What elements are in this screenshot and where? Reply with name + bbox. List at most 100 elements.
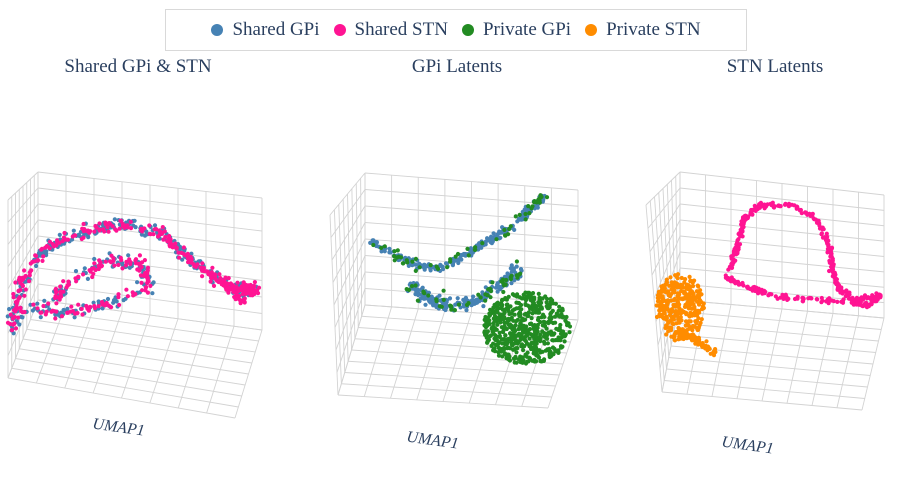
- point: [212, 273, 218, 278]
- point: [441, 288, 446, 293]
- point: [379, 249, 384, 254]
- point: [667, 312, 673, 318]
- point: [697, 339, 702, 344]
- point: [499, 312, 504, 317]
- grid-line: [666, 368, 868, 388]
- point: [417, 265, 422, 270]
- point: [674, 321, 679, 326]
- grid-line: [661, 391, 863, 411]
- grid-line: [7, 299, 39, 379]
- legend-item-shared-stn[interactable]: Shared STN: [333, 19, 448, 41]
- point: [414, 288, 419, 294]
- grid-line: [337, 304, 366, 396]
- point: [520, 327, 526, 332]
- point: [683, 323, 688, 328]
- grid-line: [149, 318, 179, 404]
- point: [18, 305, 23, 310]
- point: [231, 289, 236, 294]
- grid-line: [15, 358, 242, 397]
- point: [741, 221, 746, 226]
- point: [441, 297, 446, 302]
- legend-item-private-stn[interactable]: Private STN: [585, 19, 701, 41]
- point: [40, 258, 45, 263]
- point: [11, 308, 17, 313]
- point: [735, 249, 740, 254]
- point: [466, 253, 471, 258]
- point: [669, 307, 675, 312]
- point: [144, 229, 149, 234]
- legend-item-private-gpi[interactable]: Private GPi: [461, 19, 571, 41]
- point: [675, 272, 681, 277]
- grid-line: [351, 188, 356, 339]
- point: [20, 283, 25, 289]
- point: [445, 265, 450, 270]
- point: [468, 249, 473, 255]
- point: [847, 290, 852, 295]
- point: [691, 293, 696, 298]
- point: [687, 333, 692, 338]
- point: [698, 298, 703, 303]
- point: [508, 304, 513, 309]
- point: [680, 296, 685, 301]
- point: [92, 261, 97, 266]
- point: [524, 341, 530, 346]
- point: [834, 278, 839, 283]
- point: [421, 289, 426, 294]
- point: [509, 342, 514, 347]
- point: [185, 251, 190, 256]
- point: [86, 235, 91, 240]
- point: [797, 208, 803, 213]
- point: [160, 225, 165, 230]
- point: [145, 280, 150, 286]
- point: [387, 246, 392, 251]
- point: [656, 298, 661, 303]
- scene-gpi[interactable]: [329, 172, 579, 409]
- point: [213, 276, 218, 282]
- point: [825, 250, 830, 255]
- point: [71, 228, 76, 233]
- point: [252, 283, 257, 289]
- point: [488, 333, 493, 338]
- point: [815, 297, 820, 302]
- point: [483, 314, 488, 320]
- point: [679, 289, 684, 294]
- legend-swatch: [585, 24, 598, 36]
- point: [822, 235, 827, 240]
- point: [478, 295, 483, 300]
- point: [532, 350, 538, 355]
- point: [662, 310, 667, 315]
- point: [96, 304, 101, 309]
- point: [679, 318, 684, 323]
- point: [97, 221, 102, 226]
- point: [60, 239, 65, 244]
- point: [61, 279, 66, 284]
- point: [711, 350, 716, 355]
- point: [422, 296, 427, 301]
- point: [118, 218, 123, 223]
- point: [524, 294, 529, 299]
- point: [679, 282, 684, 287]
- grid-line: [355, 183, 359, 328]
- legend-item-shared-gpi[interactable]: Shared GPi: [211, 19, 320, 41]
- point: [751, 285, 756, 291]
- scene-shared[interactable]: [5, 171, 263, 419]
- xaxis-label-stn: UMAP1: [720, 433, 774, 457]
- point: [243, 291, 248, 296]
- point: [434, 264, 439, 269]
- scene-stn[interactable]: [645, 171, 885, 411]
- grid-line: [360, 178, 363, 317]
- point: [518, 267, 524, 272]
- grid-line: [811, 313, 834, 406]
- point: [701, 301, 706, 306]
- point: [379, 245, 384, 250]
- point: [147, 223, 152, 228]
- point: [474, 300, 479, 305]
- point: [173, 241, 178, 246]
- point: [491, 231, 496, 236]
- point: [521, 348, 526, 353]
- point: [504, 277, 509, 283]
- point: [157, 233, 162, 238]
- legend-label: Shared GPi: [232, 19, 320, 40]
- point: [505, 303, 510, 308]
- point: [38, 315, 43, 320]
